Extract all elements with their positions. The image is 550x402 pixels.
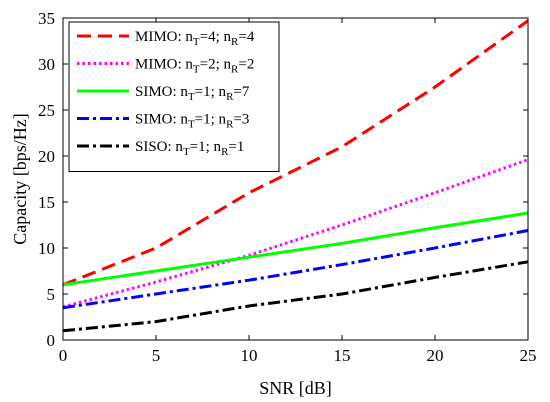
x-tick-label: 25 — [520, 346, 537, 365]
y-tick-label: 25 — [38, 101, 55, 120]
plot-frame — [62, 17, 529, 341]
x-tick-label: 20 — [427, 346, 444, 365]
y-tick-label: 35 — [38, 9, 55, 28]
tick-layer: 0 5 10 15 20 25 0 5 10 15 20 25 30 35 — [38, 9, 537, 365]
legend-label-3: SIMO: nT=1; nR=7 — [135, 84, 250, 103]
x-tick-label: 5 — [152, 346, 161, 365]
series-line-1 — [62, 19, 529, 287]
series-layer — [62, 19, 529, 333]
legend-label-1: MIMO: nT=4; nR=4 — [135, 29, 255, 48]
x-axis-label: SNR [dB] — [259, 378, 332, 398]
legend-label-2: MIMO: nT=2; nR=2 — [135, 57, 254, 76]
y-axis-label: Capacity [bps/Hz] — [10, 113, 30, 244]
y-tick-label: 20 — [38, 147, 55, 166]
y-tick-label: 15 — [38, 193, 55, 212]
y-tick-label: 30 — [38, 55, 55, 74]
y-tick-label: 0 — [47, 331, 56, 350]
legend: MIMO: nT=4; nR=4 MIMO: nT=2; nR=2 SIMO: nT… — [68, 21, 280, 172]
series-line-4 — [62, 229, 529, 310]
legend-label-4: SIMO: nT=1; nR=3 — [135, 112, 249, 131]
x-tick-label: 10 — [241, 346, 258, 365]
series-line-3 — [62, 211, 529, 287]
y-tick-label: 5 — [47, 285, 56, 304]
legend-label-5: SISO: nT=1; nR=1 — [135, 139, 244, 158]
x-tick-label: 15 — [334, 346, 351, 365]
x-tick-label: 0 — [59, 346, 68, 365]
series-line-5 — [62, 260, 529, 333]
y-tick-label: 10 — [38, 239, 55, 258]
